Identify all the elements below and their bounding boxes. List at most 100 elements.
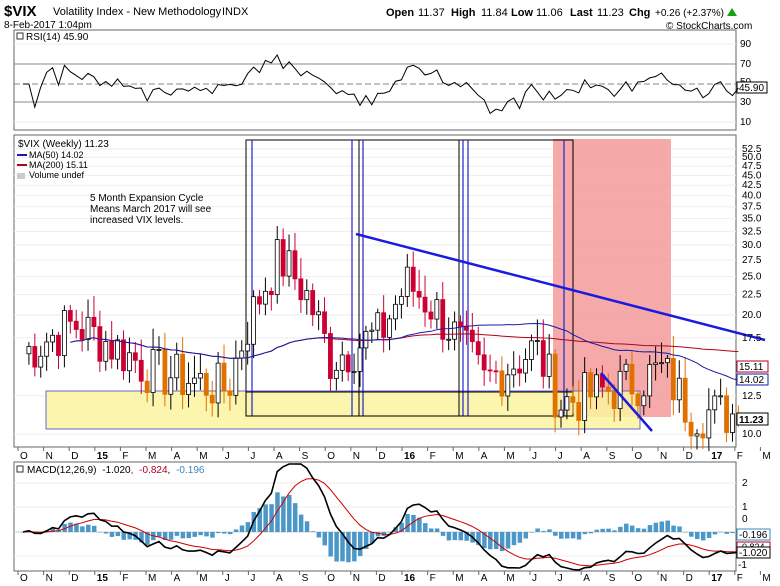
- candle-body: [718, 395, 724, 398]
- macd-histogram-bar: [322, 532, 328, 546]
- support-zone: [45, 390, 641, 430]
- last-value: 11.23: [597, 7, 624, 19]
- price-panel: $VIX (Weekly) 11.23 MA(50) 14.02 MA(200)…: [13, 134, 769, 452]
- macd-histogram-bar: [156, 532, 162, 537]
- x-tick-label: J: [225, 573, 230, 584]
- macd-histogram-bar: [434, 528, 440, 532]
- x-tick-label: J: [225, 451, 230, 462]
- low-label: Low: [511, 7, 533, 19]
- candle-body: [700, 433, 706, 439]
- macd-histogram-bar: [730, 532, 735, 534]
- price-tick: 25.0: [742, 272, 762, 283]
- macd-histogram-bar: [612, 530, 617, 532]
- x-tick-label: S: [302, 573, 309, 584]
- candle-body: [623, 363, 629, 372]
- candle-body: [546, 353, 552, 377]
- x-tick-label: S: [302, 451, 309, 462]
- x-tick-label: A: [276, 451, 283, 462]
- x-tick-label: M: [455, 451, 463, 462]
- date-time: 8-Feb-2017 1:04pm: [4, 20, 92, 31]
- macd-histogram-bar: [635, 528, 641, 532]
- macd-histogram-bar: [387, 532, 393, 533]
- macd-histogram-bar: [340, 532, 345, 562]
- x-axis-top: OND15FMAMJJASOND16FMAMJJASOND17FMAMJ: [17, 447, 771, 462]
- price-tick: 12.5: [742, 391, 762, 402]
- candle-body: [186, 382, 191, 395]
- macd-histogram-bar: [405, 513, 410, 532]
- price-tick: 40.0: [742, 191, 762, 202]
- macd-tick: 1: [742, 502, 748, 513]
- macd-histogram-bar: [706, 532, 712, 538]
- candle-body: [38, 355, 44, 368]
- macd-histogram-bar: [428, 528, 434, 532]
- x-tick-label: O: [327, 451, 335, 462]
- x-tick-label: N: [46, 451, 53, 462]
- macd-histogram-bar: [517, 532, 523, 543]
- candle-body: [357, 347, 363, 372]
- macd-histogram-bar: [641, 528, 647, 532]
- hist-value-label: -0.196: [739, 530, 768, 541]
- candle-body: [534, 340, 540, 342]
- macd-histogram-bar: [393, 527, 398, 532]
- candle-body: [458, 321, 463, 327]
- rsi-line: [23, 54, 739, 115]
- candle-body: [404, 266, 410, 297]
- x-tick-label: N: [660, 573, 667, 584]
- macd-histogram-bar: [541, 530, 546, 532]
- candle-body: [428, 311, 434, 320]
- rsi-tick: 90: [740, 39, 752, 50]
- macd-histogram-bar: [724, 532, 730, 534]
- macd-histogram-bar: [505, 532, 511, 549]
- candle-body: [115, 339, 120, 360]
- macd-histogram-bar: [417, 517, 422, 532]
- macd-histogram-bar: [452, 532, 458, 541]
- x-tick-label: F: [430, 451, 436, 462]
- macd-histogram-bar: [281, 496, 286, 532]
- candle-body: [156, 349, 162, 351]
- candle-body: [292, 250, 298, 280]
- x-tick-label: M: [199, 451, 207, 462]
- price-tick: 32.5: [742, 226, 762, 237]
- candle-body: [676, 377, 682, 401]
- macd-legend-prefix: MACD(12,26,9): [27, 465, 96, 476]
- candle-body: [67, 310, 73, 322]
- candle-body: [268, 290, 274, 296]
- x-tick-label: J: [558, 573, 563, 584]
- macd-histogram-bar: [476, 532, 481, 546]
- macd-histogram-bar: [115, 532, 121, 537]
- candle-body: [127, 352, 132, 372]
- x-tick-label: D: [71, 573, 78, 584]
- macd-histogram-bar: [369, 532, 375, 544]
- macd-histogram-bar: [677, 526, 682, 532]
- rsi-icon: [16, 32, 24, 40]
- macd-histogram-bar: [316, 532, 322, 538]
- candle-body: [611, 391, 617, 410]
- x-tick-label: A: [583, 451, 590, 462]
- macd-histogram-bar: [511, 532, 517, 546]
- macd-histogram-bar: [121, 532, 127, 540]
- ma50-line: [70, 322, 739, 381]
- candle-body: [138, 359, 144, 382]
- price-tick: 27.5: [742, 255, 762, 266]
- up-arrow-icon: [727, 8, 737, 16]
- high-value: 11.84: [481, 7, 508, 19]
- open-value: 11.37: [418, 7, 445, 19]
- x-tick-label: 15: [97, 451, 109, 462]
- candle-body: [416, 290, 422, 298]
- x-tick-label: A: [174, 573, 181, 584]
- macd-histogram-bar: [553, 532, 558, 536]
- resistance-trendline: [355, 232, 766, 342]
- candle-body: [227, 390, 233, 396]
- macd-histogram-bar: [139, 532, 144, 543]
- candle-body: [475, 341, 481, 356]
- candle-body: [97, 326, 103, 362]
- macd-histogram-bar: [204, 532, 209, 537]
- macd-line: [22, 463, 739, 571]
- x-tick-label: S: [609, 573, 616, 584]
- price-tick: 17.5: [742, 333, 762, 344]
- macd-histogram-bar: [653, 522, 659, 532]
- rsi-value-label: 45.90: [739, 83, 764, 94]
- macd-histogram-bar: [168, 532, 174, 540]
- price-tick: 37.5: [742, 202, 762, 213]
- x-tick-label: M: [455, 573, 463, 584]
